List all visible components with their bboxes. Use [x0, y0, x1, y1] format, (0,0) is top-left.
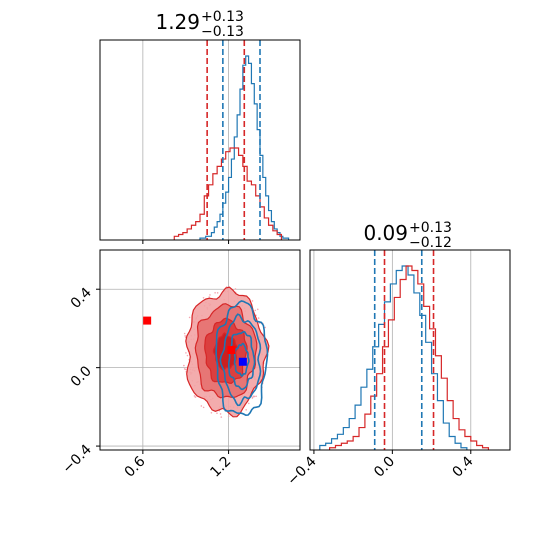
quantiles-bottom-right [373, 250, 435, 450]
title-top-left-value: 1.29 [155, 10, 200, 34]
bottom-left-ytick-label: 0.4 [68, 285, 95, 312]
scatter-point [234, 288, 237, 290]
scatter-point [188, 316, 191, 319]
scatter-point [183, 368, 186, 370]
scatter-point [251, 396, 254, 399]
scatter-point [186, 354, 189, 357]
scatter-point [219, 413, 222, 415]
scatter-point [214, 292, 216, 294]
top-left-hist-series-1 [173, 147, 283, 240]
title-bottom-right-minus: −0.12 [409, 235, 452, 251]
scatter-point [257, 317, 260, 319]
markers-bottom-left [143, 316, 247, 366]
bottom-right-xtick-label: 0.0 [371, 454, 398, 481]
panel-bottom-left: 0.6 1.2 −0.4 0.0 0.4 [59, 249, 301, 481]
scatter-point [202, 406, 205, 409]
quantiles-top-left [206, 40, 261, 240]
scatter-point [184, 335, 186, 337]
hist-bottom-right [319, 265, 490, 450]
scatter-point [245, 409, 247, 411]
title-bottom-right-value: 0.09 [363, 221, 408, 245]
ticks-top-left [142, 240, 230, 244]
bottom-left-ytick-label: 0.0 [68, 363, 95, 390]
frame-bottom-left [99, 249, 301, 451]
scatter-point [252, 395, 255, 398]
scatter-point [256, 308, 259, 311]
bottom-left-ytick-label: −0.4 [59, 442, 94, 477]
scatter-point [220, 416, 223, 418]
scatter-point [216, 412, 218, 415]
scatter-point [185, 352, 187, 354]
scatter-point [251, 300, 254, 302]
frame-bottom-right [309, 249, 511, 451]
hist-top-left [173, 55, 290, 240]
scatter-point [264, 326, 266, 329]
top-left-hist-series-0 [199, 55, 290, 240]
contours-bottom-left [185, 286, 270, 418]
marker-square-1 [227, 346, 236, 354]
bottom-right-xtick-label: 0.4 [450, 453, 477, 480]
title-top-left-plus: +0.13 [201, 9, 244, 25]
blue-contour-3 [233, 342, 250, 377]
grid-bottom-right [313, 250, 472, 450]
panel-bottom-right: −0.4 0.0 0.4 0.09 +0.13 −0.12 [284, 220, 511, 489]
bottom-right-hist-series-1 [329, 265, 490, 450]
grid-top-left [142, 40, 229, 240]
blue-contour-1 [219, 313, 262, 407]
scatter-point [209, 294, 211, 296]
panel-top-left: 1.29 +0.13 −0.13 [99, 9, 301, 244]
scatter-point [210, 411, 213, 414]
scatter-point [255, 395, 257, 398]
scatter-point [208, 296, 211, 298]
title-bottom-right-plus: +0.13 [409, 220, 452, 236]
scatter-point [193, 395, 196, 397]
bottom-left-xtick-label: 1.2 [207, 454, 234, 481]
marker-square-2 [238, 357, 247, 366]
blue-contour-0 [215, 300, 269, 417]
scatter-point [247, 402, 250, 405]
scatter-point [254, 309, 257, 312]
bottom-left-xtick-label: 0.6 [122, 453, 149, 480]
scatter-point [216, 292, 219, 294]
scatter-point [183, 332, 186, 335]
scatter-point [200, 405, 203, 407]
bottom-right-xtick-label: −0.4 [284, 453, 319, 488]
scatter-point [227, 415, 230, 417]
ticks-bottom-right: −0.4 0.0 0.4 [284, 450, 477, 489]
scatter-point [183, 364, 185, 367]
bottom-right-hist-series-0 [319, 265, 468, 450]
scatter-point [202, 296, 205, 299]
marker-square-0 [143, 316, 152, 325]
title-top-left-minus: −0.13 [201, 24, 244, 40]
frame-top-left [99, 39, 301, 241]
blue-contour-2 [227, 330, 256, 391]
scatter-point [194, 396, 197, 398]
